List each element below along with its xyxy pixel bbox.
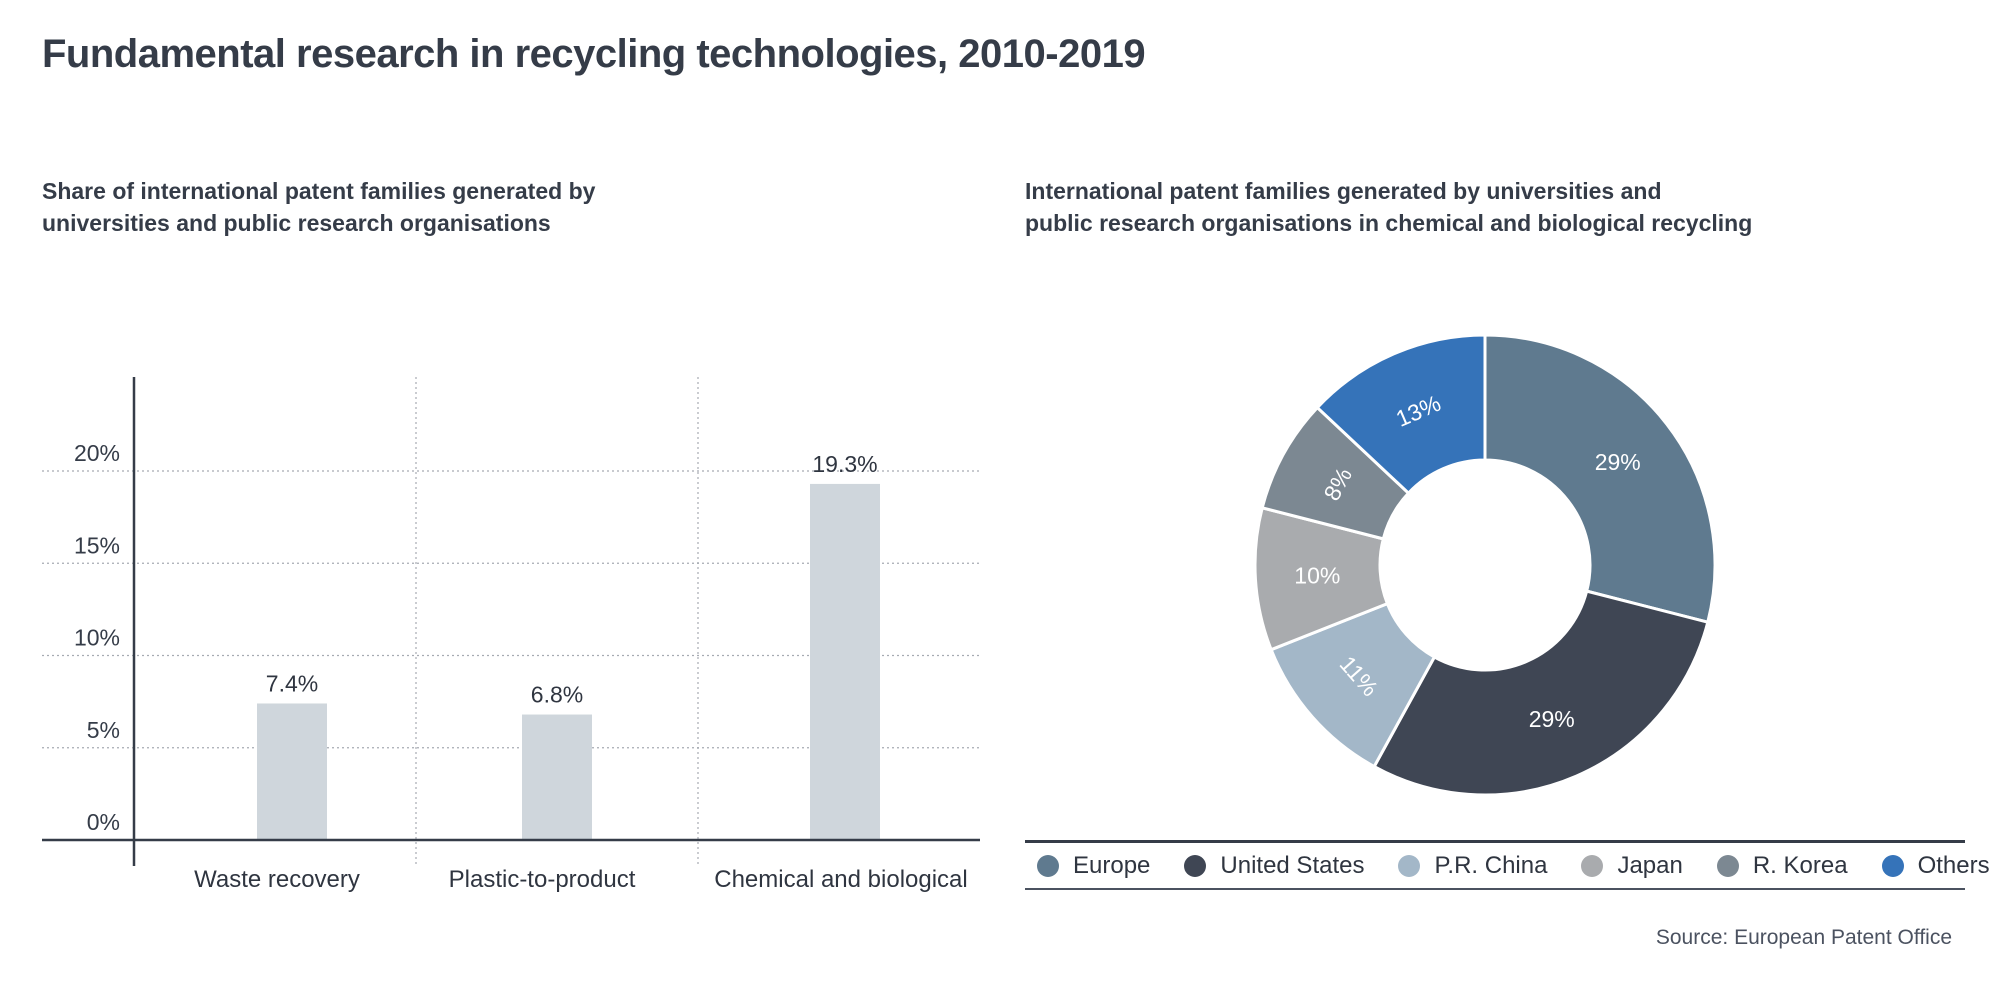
donut-slice-label: 29% bbox=[1595, 449, 1641, 475]
donut-legend: Europe United States P.R. China Japan R. Kor… bbox=[1025, 840, 1990, 890]
donut-slice-label: 10% bbox=[1294, 563, 1340, 589]
donut-slice-label: 8% bbox=[1318, 463, 1357, 505]
legend-swatch bbox=[1881, 854, 1904, 877]
legend-label: Japan bbox=[1617, 851, 1683, 879]
x-category-label: Waste recovery bbox=[194, 866, 360, 893]
donut-slice bbox=[1483, 333, 1717, 625]
donut-slice-label: 11% bbox=[1335, 651, 1384, 701]
legend-swatch bbox=[1037, 854, 1059, 877]
bar-chart-title-line-2: universities and public research organis… bbox=[42, 210, 551, 236]
page-title: Fundamental research in recycling techno… bbox=[42, 32, 1146, 76]
x-category-label: Plastic-to-product bbox=[449, 866, 636, 893]
donut-chart-title-line-1: International patent families generated … bbox=[1025, 178, 1662, 204]
donut-chart-title-line-2: public research organisations in chemica… bbox=[1025, 210, 1753, 236]
bar-value-label: 6.8% bbox=[531, 682, 583, 708]
legend-label: R. Korea bbox=[1752, 851, 1848, 879]
y-tick-label: 20% bbox=[74, 440, 120, 466]
bar-value-label: 7.4% bbox=[266, 670, 318, 696]
bar-chart-title: Share of international patent families g… bbox=[42, 175, 595, 239]
legend-swatch bbox=[1398, 854, 1421, 877]
donut-chart-title: International patent families generated … bbox=[1025, 175, 1752, 239]
legend-label: Others bbox=[1917, 851, 1990, 879]
legend-item: Japan bbox=[1581, 851, 1683, 880]
legend-item: P.R. China bbox=[1398, 852, 1547, 880]
legend-item: R. Korea bbox=[1716, 851, 1848, 880]
donut-slice bbox=[1372, 589, 1710, 797]
legend-item: United States bbox=[1184, 852, 1364, 880]
source-note: Source: European Patent Office bbox=[1655, 926, 1952, 949]
donut-slice bbox=[1253, 505, 1390, 652]
donut-slice-label: 13% bbox=[1392, 390, 1445, 432]
legend-swatch bbox=[1184, 854, 1207, 877]
legend-label: P.R. China bbox=[1434, 851, 1548, 879]
bar-value-label: 19.3% bbox=[812, 451, 877, 477]
bar-chart-title-line-1: Share of international patent families g… bbox=[42, 178, 596, 204]
legend-label: United States bbox=[1220, 851, 1365, 879]
donut-slice bbox=[1260, 405, 1411, 541]
bar-chart: 0% 5% 10% 15% 20% 7.4% Waste recovery 6.8% Plast… bbox=[42, 377, 980, 893]
y-tick-label: 0% bbox=[87, 809, 120, 835]
bar bbox=[810, 483, 880, 840]
donut-slice-label: 29% bbox=[1529, 706, 1575, 732]
legend-item: Europe bbox=[1037, 852, 1150, 880]
y-tick-label: 5% bbox=[87, 717, 120, 743]
bar bbox=[522, 714, 592, 840]
donut-slice bbox=[1269, 601, 1437, 769]
donut-slice bbox=[1315, 333, 1487, 496]
y-tick-label: 15% bbox=[74, 532, 120, 558]
legend-swatch bbox=[1716, 854, 1739, 877]
y-tick-label: 10% bbox=[74, 625, 120, 651]
x-category-label: Chemical and biological bbox=[714, 866, 967, 893]
bar bbox=[257, 703, 327, 840]
legend-swatch bbox=[1581, 854, 1604, 877]
legend-item: Others bbox=[1881, 851, 1990, 880]
legend-label: Europe bbox=[1073, 851, 1151, 879]
